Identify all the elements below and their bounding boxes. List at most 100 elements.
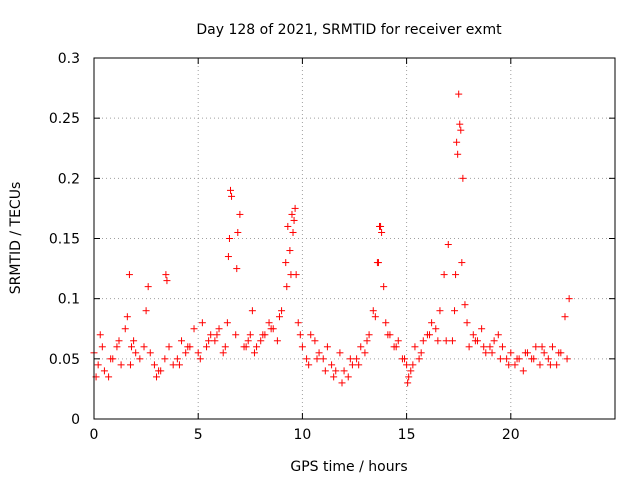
data-point: [315, 349, 323, 357]
data-point: [228, 192, 236, 200]
data-point: [275, 313, 283, 321]
data-point: [283, 283, 291, 291]
data-point: [125, 271, 133, 279]
data-point: [190, 325, 198, 333]
data-point: [205, 337, 213, 345]
data-point: [142, 307, 150, 315]
y-tick-label: 0.3: [58, 51, 80, 67]
y-tick-label: 0.1: [58, 292, 80, 308]
data-point: [203, 343, 211, 351]
data-point: [162, 271, 170, 279]
data-point: [505, 361, 513, 369]
data-point: [511, 361, 519, 369]
data-point: [480, 343, 488, 351]
data-point: [553, 361, 561, 369]
data-point: [380, 283, 388, 291]
data-point: [328, 361, 336, 369]
data-point: [382, 319, 390, 327]
y-tick-label: 0.05: [49, 352, 80, 368]
data-point: [434, 337, 442, 345]
data-point: [355, 361, 363, 369]
data-point: [363, 337, 371, 345]
data-point: [224, 253, 232, 261]
data-point: [100, 367, 108, 375]
data-point: [426, 331, 434, 339]
data-point: [361, 349, 369, 357]
y-tick-label: 0: [71, 412, 80, 428]
data-point: [507, 349, 515, 357]
data-point: [451, 307, 459, 315]
data-point: [563, 355, 571, 363]
data-point: [257, 337, 265, 345]
data-point: [417, 349, 425, 357]
data-point: [463, 319, 471, 327]
data-point: [126, 361, 134, 369]
data-point: [338, 379, 346, 387]
data-point: [173, 355, 181, 363]
data-point: [223, 319, 231, 327]
data-point: [182, 349, 190, 357]
data-point: [454, 150, 462, 158]
data-point: [278, 307, 286, 315]
data-point: [403, 361, 411, 369]
data-point: [196, 355, 204, 363]
data-point: [482, 349, 490, 357]
data-point: [248, 307, 256, 315]
data-point: [165, 343, 173, 351]
data-point: [453, 138, 461, 146]
data-point: [346, 355, 354, 363]
data-point: [496, 355, 504, 363]
data-point: [471, 337, 479, 345]
data-point: [198, 319, 206, 327]
data-point: [155, 367, 163, 375]
data-point: [294, 319, 302, 327]
data-point: [113, 343, 121, 351]
data-point: [115, 337, 123, 345]
data-point: [459, 174, 467, 182]
data-point: [419, 337, 427, 345]
data-point: [465, 343, 473, 351]
x-tick-label: 15: [398, 427, 416, 443]
data-point: [404, 379, 412, 387]
data-point: [117, 361, 125, 369]
data-point: [233, 265, 241, 273]
data-point: [121, 325, 129, 333]
x-tick-label: 5: [194, 427, 203, 443]
data-point: [538, 343, 546, 351]
data-point: [544, 355, 552, 363]
data-point: [250, 349, 258, 357]
data-point: [432, 325, 440, 333]
x-tick-label: 0: [90, 427, 99, 443]
data-point: [448, 337, 456, 345]
data-point: [415, 355, 423, 363]
y-tick-label: 0.25: [49, 111, 80, 127]
data-point: [289, 228, 297, 236]
data-point: [401, 355, 409, 363]
data-point: [490, 337, 498, 345]
data-point: [565, 295, 573, 303]
data-point: [175, 361, 183, 369]
data-point: [286, 247, 294, 255]
data-point: [452, 271, 460, 279]
data-point: [236, 210, 244, 218]
data-point: [392, 343, 400, 351]
data-point: [253, 343, 261, 351]
data-point: [273, 337, 281, 345]
x-tick-label: 10: [293, 427, 311, 443]
y-tick-label: 0.2: [58, 171, 80, 187]
data-point: [411, 343, 419, 351]
data-point: [296, 331, 304, 339]
data-point: [440, 271, 448, 279]
data-point: [213, 331, 221, 339]
data-point: [169, 361, 177, 369]
data-point: [130, 337, 138, 345]
data-point: [313, 355, 321, 363]
data-point: [242, 343, 250, 351]
data-point: [340, 367, 348, 375]
data-point: [348, 361, 356, 369]
data-point: [469, 331, 477, 339]
x-tick-label: 20: [502, 427, 520, 443]
data-point: [136, 355, 144, 363]
data-point: [407, 367, 415, 375]
